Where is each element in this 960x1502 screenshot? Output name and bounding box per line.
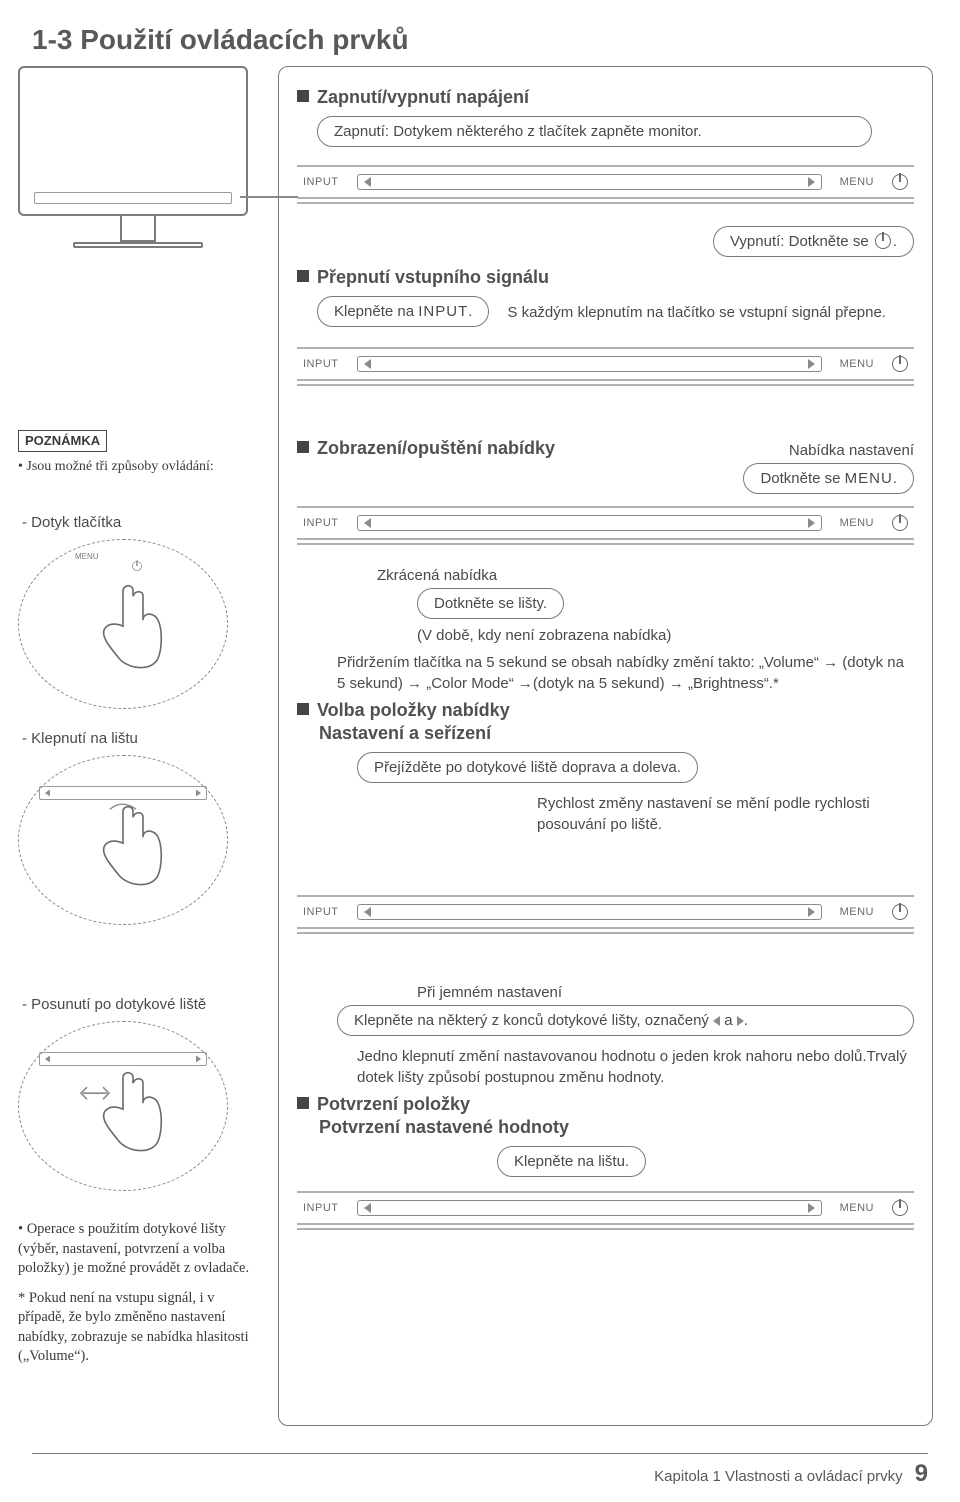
triangle-left-icon [364,177,371,187]
pill-tap-bar: Klepněte na lištu. [497,1146,646,1177]
caption-touch-button: - Dotyk tlačítka [22,514,258,531]
pill-slide: Přejížděte po dotykové liště doprava a d… [357,752,698,783]
hand-icon [63,1053,183,1163]
control-bar-5: INPUT MENU [297,1191,914,1230]
menu-label: MENU [840,517,874,529]
input-label: INPUT [303,358,339,370]
power-icon[interactable] [892,1200,908,1216]
text-input-switch: S každým klepnutím na tlačítko se vstupn… [507,302,914,323]
hand-icon [68,571,178,681]
menu-label: MENU [840,176,874,188]
touch-slider[interactable] [357,1200,822,1216]
monitor-illustration [18,66,258,256]
text-paren: (V době, kdy není zobrazena nabídka) [417,625,914,646]
caption-tap-bar: - Klepnutí na lištu [22,730,258,747]
text-speed: Rychlost změny nastavení se mění podle r… [537,793,897,835]
note-text: Jsou možné tři způsoby ovládání: [26,459,213,474]
pill-tap-ends: Klepněte na některý z konců dotykové liš… [337,1005,914,1036]
input-label: INPUT [303,1202,339,1214]
heading-power: Zapnutí/vypnutí napájení [297,87,914,108]
control-bar-4: INPUT MENU [297,895,914,934]
power-icon[interactable] [892,515,908,531]
text-hold-5s: Přidržením tlačítka na 5 sekund se obsah… [337,652,914,694]
menu-label: MENU [840,906,874,918]
pill-power-off: Vypnutí: Dotkněte se . [713,226,914,257]
caption-slide-bar: - Posunutí po dotykové liště [22,996,258,1013]
label-short-menu: Zkrácená nabídka [377,567,914,584]
page-title: 1-3 Použití ovládacích prvků [32,24,928,56]
gesture-tap-bar [18,755,228,925]
label-fine: Při jemném nastavení [417,984,914,1001]
footer-chapter: Kapitola 1 Vlastnosti a ovládací prvky [654,1468,902,1485]
footer-page-number: 9 [915,1460,928,1488]
control-bar-3: INPUT MENU [297,506,914,545]
triangle-left-icon [45,790,50,797]
triangle-right-icon [196,790,201,797]
heading-select-item: Volba položky nabídky [297,700,914,721]
note-box: POZNÁMKA • Jsou možné tři způsoby ovládá… [18,430,258,476]
label-settings-menu: Nabídka nastavení [743,442,914,459]
pill-touch-bar: Dotkněte se lišty. [417,588,564,619]
heading-adjust: Nastavení a seřízení [319,723,914,744]
menu-label: MENU [840,1202,874,1214]
power-icon [132,561,142,571]
heading-confirm-value: Potvrzení nastavené hodnoty [319,1117,914,1138]
touch-slider[interactable] [357,904,822,920]
gesture-slide-bar [18,1021,228,1191]
triangle-right-icon [196,1056,201,1063]
menu-label: MENU [840,358,874,370]
control-bar-1: INPUT MENU [297,165,914,204]
heading-input-switch: Přepnutí vstupního signálu [297,267,914,288]
pill-click-input: Klepněte na INPUT. [317,296,489,327]
note-para-2: * Pokud není na vstupu signál, i v přípa… [18,1289,258,1367]
triangle-right-icon [737,1016,744,1026]
pill-touch-menu: Dotkněte se MENU. [743,463,914,494]
pill-power-on: Zapnutí: Dotykem některého z tlačítek za… [317,116,872,147]
gesture-touch-button: MENU [18,539,228,709]
touch-slider[interactable] [357,174,822,190]
triangle-right-icon [808,177,815,187]
text-step: Jedno klepnutí změní nastavovanou hodnot… [357,1046,914,1088]
note-para-1: • Operace s použitím dotykové lišty (výb… [18,1220,258,1279]
control-bar-2: INPUT MENU [297,347,914,386]
touch-slider[interactable] [357,356,822,372]
heading-menu-show: Zobrazení/opuštění nabídky [297,438,555,459]
hand-icon [68,787,178,897]
touch-slider[interactable] [357,515,822,531]
power-icon[interactable] [892,904,908,920]
input-label: INPUT [303,176,339,188]
main-content-frame: Zapnutí/vypnutí napájení Zapnutí: Dotyke… [278,66,933,1426]
mini-menu-label: MENU [75,552,99,561]
heading-confirm-item: Potvrzení položky [297,1094,914,1115]
note-head: POZNÁMKA [18,430,107,452]
power-icon [875,233,891,249]
input-label: INPUT [303,517,339,529]
power-icon[interactable] [892,356,908,372]
power-icon[interactable] [892,174,908,190]
input-label: INPUT [303,906,339,918]
page-footer: Kapitola 1 Vlastnosti a ovládací prvky 9 [32,1453,928,1488]
triangle-left-icon [45,1056,50,1063]
